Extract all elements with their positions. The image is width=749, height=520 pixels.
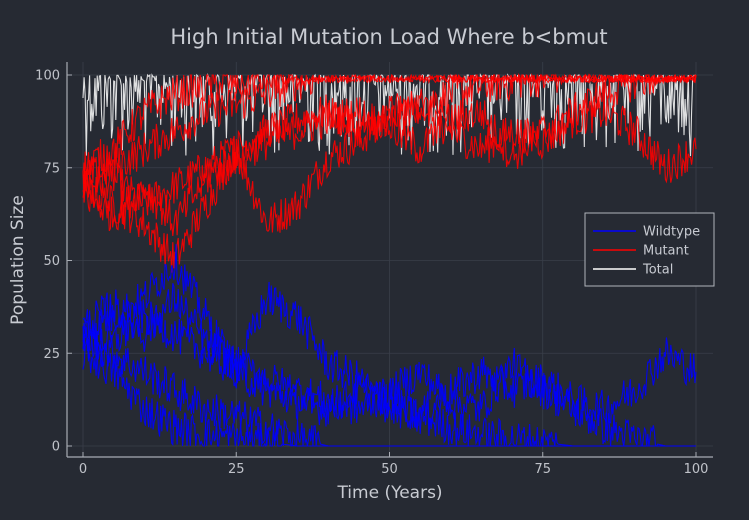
legend-label-wildtype: Wildtype (643, 225, 700, 240)
mutant-trace-4 (82, 73, 697, 236)
traces-layer (82, 72, 697, 448)
chart-title: High Initial Mutation Load Where b<bmut (170, 25, 607, 49)
y-tick-label-1: 25 (43, 347, 60, 362)
legend-label-mutant: Mutant (643, 244, 689, 259)
mutant-trace-1 (82, 92, 697, 273)
y-tick-label-0: 0 (52, 440, 60, 455)
wildtype-trace-3 (82, 337, 696, 448)
x-tick-label-2: 50 (381, 462, 398, 477)
x-tick-label-4: 100 (684, 462, 709, 477)
wildtype-trace-4 (82, 283, 696, 447)
x-axis-label: Time (Years) (336, 483, 442, 503)
x-tick-label-1: 25 (228, 462, 245, 477)
y-tick-label-4: 100 (35, 69, 60, 84)
x-tick-label-0: 0 (79, 462, 87, 477)
ticks-layer: 0 25 50 75 100 0 25 50 75 100 (35, 69, 708, 478)
x-tick-label-3: 75 (534, 462, 551, 477)
legend: Wildtype Mutant Total (584, 212, 715, 287)
mutant-trace-3 (82, 72, 697, 184)
y-axis-label: Population Size (8, 195, 28, 325)
y-tick-label-2: 50 (43, 254, 60, 269)
y-tick-label-3: 75 (43, 161, 60, 176)
legend-label-total: Total (642, 263, 673, 278)
